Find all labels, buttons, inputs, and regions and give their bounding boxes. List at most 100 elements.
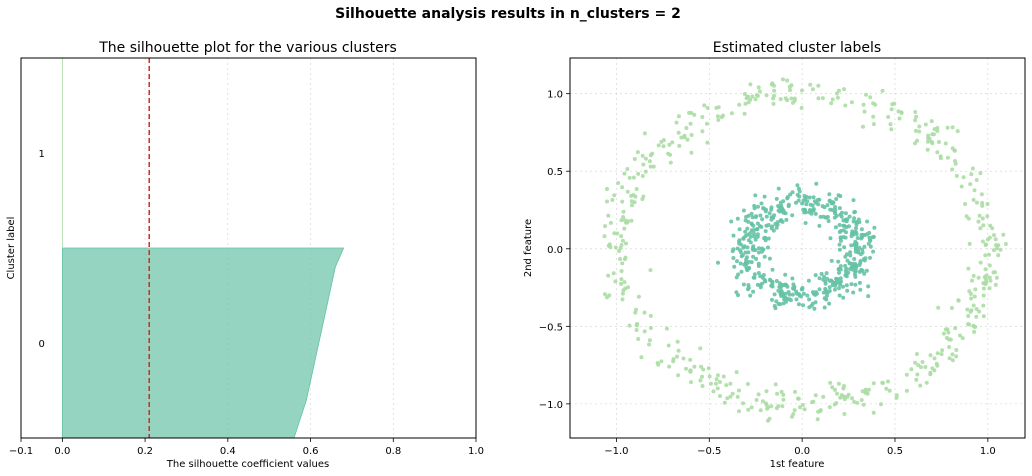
scatter-point [783,272,788,277]
scatter-point [756,85,761,90]
scatter-point [752,203,757,208]
scatter-point [808,208,812,212]
scatter-point [909,367,914,372]
scatter-point [715,373,720,378]
scatter-point [953,326,958,331]
scatter-point [861,257,866,262]
scatter-point [835,391,839,396]
scatter-point [751,289,756,294]
scatter-point [647,342,651,347]
scatter-point [833,281,838,286]
scatter-point [789,96,794,101]
scatter-point [675,339,680,344]
scatter-point [797,302,801,307]
scatter-point [817,223,822,228]
scatter-point [967,241,972,246]
cluster-scatter-plot: Estimated cluster labels −1.0 −0.5 0.0 0.5 1… [523,40,1026,470]
scatter-point [774,225,779,230]
scatter-point [914,352,919,356]
scatter-point [750,245,755,250]
scatter-point [648,164,653,169]
scatter-point [785,78,790,83]
scatter-point [827,278,832,283]
scatter-point [950,167,955,172]
scatter-point [947,345,952,349]
scatter-point [619,281,623,286]
scatter-point [834,277,839,282]
scatter-point [973,287,978,292]
scatter-point [698,378,703,383]
scatter-point [889,127,894,132]
scatter-point [864,268,869,273]
scatter-point [642,310,647,315]
scatter-point [762,254,767,259]
scatter-point [767,211,772,216]
scatter-point [801,291,806,296]
scatter-point [751,231,756,236]
scatter-point [648,326,653,330]
scatter-point [802,407,807,412]
scatter-point [857,245,862,250]
silhouette-clusters: 01 [38,58,345,439]
scatter-point [730,249,735,254]
scatter-point [854,265,859,270]
scatter-point [946,337,951,342]
scatter-point [742,92,747,96]
scatter-point [676,114,681,119]
scatter-point [983,267,988,272]
scatter-point [817,197,822,202]
scatter-point [1001,232,1006,237]
scatter-point [737,409,741,414]
silhouette-x-tick-label: 0.8 [385,446,401,457]
scatter-point [886,379,890,384]
scatter-point [700,374,704,379]
scatter-point [842,245,847,250]
scatter-point [749,228,754,233]
scatter-point [786,204,791,209]
scatter-point [674,120,679,125]
scatter-point [809,303,814,308]
scatter-point [758,274,763,279]
scatter-point [855,400,860,405]
scatter-point [817,276,822,281]
scatter-point [735,216,740,221]
scatter-point [817,287,822,292]
scatter-point [772,83,776,88]
figure-suptitle: Silhouette analysis results in n_cluster… [335,6,681,22]
scatter-point [833,205,837,209]
scatter-point [715,386,720,391]
scatter-point [974,200,979,205]
scatter-point [838,282,843,287]
scatter-point [812,306,817,311]
scatter-point [792,96,797,101]
scatter-point [953,159,957,163]
scatter-point [884,386,889,391]
scatter-point [625,167,630,171]
scatter-point [954,354,959,359]
scatter-point [732,264,737,269]
scatter-point [780,404,785,409]
scatter-point [750,215,755,220]
scatter-point [836,193,841,198]
scatter-point [849,234,854,239]
scatter-point [814,291,819,296]
scatter-point [852,399,857,404]
scatter-point [853,282,858,287]
scatter-point [761,206,766,211]
scatter-point [639,355,644,360]
scatter-point [708,381,713,386]
scatter-point [871,381,876,386]
scatter-point [729,219,734,224]
scatter-point [991,248,996,253]
scatter-point [728,394,733,399]
scatter-point [642,329,647,334]
scatter-point [729,111,734,116]
scatter-point [689,133,694,137]
scatter-point [781,210,786,215]
scatter-point [746,94,750,99]
scatter-point [985,237,990,242]
scatter-y-label: 2nd feature [523,219,534,277]
scatter-point [794,297,799,302]
scatter-y-tick-label: 0.0 [547,245,563,256]
scatter-point [841,218,846,223]
